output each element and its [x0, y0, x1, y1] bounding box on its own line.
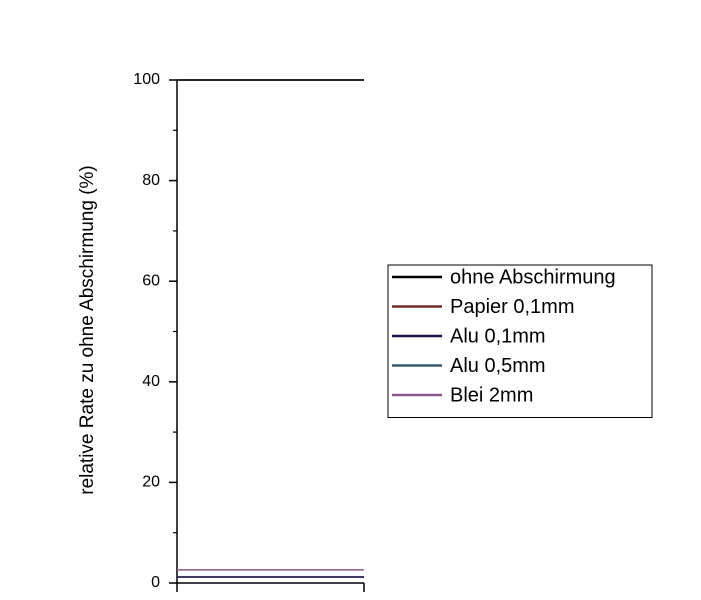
y-tick-label: 80 [142, 172, 160, 189]
legend-label: Alu 0,5mm [450, 355, 546, 377]
y-tick-label: 20 [142, 474, 160, 491]
legend-label: Blei 2mm [450, 384, 533, 406]
y-tick-label: 40 [142, 373, 160, 390]
y-tick-label: 100 [133, 71, 160, 88]
legend-label: Papier 0,1mm [450, 296, 575, 318]
legend-label: Alu 0,1mm [450, 325, 546, 347]
y-axis-title: relative Rate zu ohne Abschirmung (%) [77, 165, 98, 495]
legend-box [387, 264, 653, 418]
y-tick-label: 60 [142, 272, 160, 289]
y-tick-label: 0 [151, 574, 160, 591]
legend-label: ohne Abschirmung [450, 266, 616, 288]
